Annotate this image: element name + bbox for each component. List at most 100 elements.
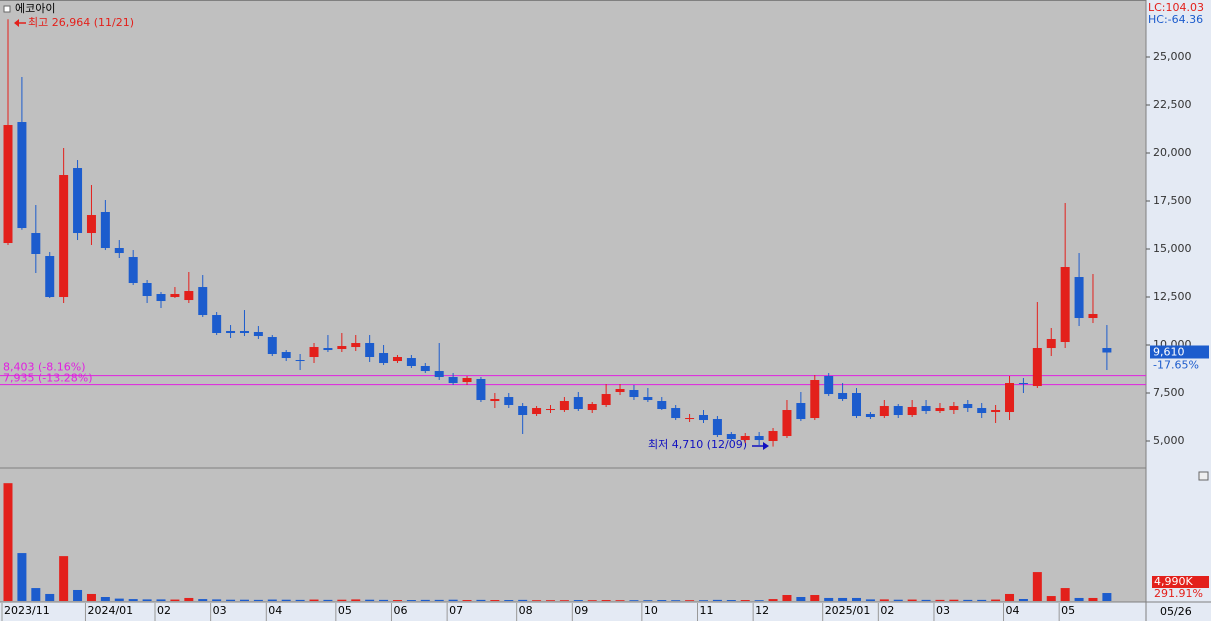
x-tick-label: 05 <box>338 604 352 617</box>
volume-bar <box>3 483 13 601</box>
candle-body <box>824 376 834 395</box>
candle-body <box>1032 348 1042 387</box>
candle-body <box>1046 339 1056 349</box>
panel-close[interactable] <box>1198 471 1209 481</box>
volume-bar <box>657 600 667 601</box>
volume-bar <box>643 600 653 601</box>
volume-bar <box>629 600 639 601</box>
y-tick-label: 5,000 <box>1153 434 1185 447</box>
volume-bar <box>31 588 41 601</box>
x-tick-label: 03 <box>936 604 950 617</box>
volume-bar <box>852 597 862 601</box>
volume-bar <box>991 599 1001 601</box>
high-label: 최고 26,964 (11/21) <box>28 16 134 29</box>
volume-bar <box>114 598 124 601</box>
last-price-label: 9,610 <box>1153 345 1185 358</box>
last-price-box <box>1150 345 1209 359</box>
volume-bar <box>810 595 820 601</box>
horizontal-line-label: 7,935 (-13.28%) <box>3 372 92 385</box>
volume-bar <box>212 599 222 601</box>
volume-bar <box>100 597 110 601</box>
x-tick-label: 02 <box>157 604 171 617</box>
candle-body <box>782 410 792 437</box>
y-tick-label: 15,000 <box>1153 242 1192 255</box>
candle-body <box>643 397 653 401</box>
volume-bar <box>184 597 194 601</box>
volume-bar <box>726 600 736 601</box>
volume-bar <box>1005 593 1015 601</box>
candle-body <box>86 215 96 234</box>
candle-body <box>295 360 305 362</box>
candle-body <box>365 343 375 358</box>
volume-bar <box>337 599 347 601</box>
volume-bar <box>45 593 55 601</box>
x-tick-label: 10 <box>644 604 658 617</box>
candle-body <box>253 332 263 337</box>
candle-body <box>114 248 124 254</box>
volume-bar <box>1088 597 1098 601</box>
volume-bar <box>295 599 305 601</box>
candle-body <box>587 404 597 411</box>
volume-bar <box>156 599 166 601</box>
candle-body <box>532 408 542 415</box>
candle-body <box>323 348 333 351</box>
x-tick-label: 03 <box>213 604 227 617</box>
volume-bar <box>685 600 695 601</box>
x-tick-label: 05 <box>1061 604 1075 617</box>
candle-body <box>893 406 903 416</box>
last-volume-box <box>1152 576 1209 588</box>
x-tick-label: 11 <box>700 604 714 617</box>
volume-bar <box>615 600 625 601</box>
candle-body <box>198 287 208 316</box>
volume-bar <box>490 600 500 601</box>
volume-bar <box>267 599 277 601</box>
x-tick-label: 2023/11 <box>4 604 50 617</box>
candle-body <box>504 397 514 406</box>
candle-body <box>852 393 862 417</box>
volume-bar <box>532 600 542 601</box>
volume-bar <box>86 593 96 601</box>
volume-bar <box>434 599 444 601</box>
volume-bar <box>838 597 848 601</box>
candle-body <box>142 283 152 297</box>
candle-body <box>907 407 917 416</box>
volume-bar <box>142 599 152 601</box>
candle-body <box>838 393 848 400</box>
volume-bar <box>768 599 778 601</box>
volume-bar <box>406 600 416 601</box>
candle-body <box>796 403 806 420</box>
y-tick-label: 7,500 <box>1153 386 1185 399</box>
y-tick-label: 20,000 <box>1153 146 1192 159</box>
volume-bar <box>559 600 569 601</box>
candle-body <box>518 406 528 416</box>
candle-body <box>392 357 402 362</box>
candle-body <box>212 315 222 334</box>
volume-bar <box>824 597 834 601</box>
y-tick-label: 22,500 <box>1153 98 1192 111</box>
volume-bar <box>545 600 555 601</box>
candle-body <box>128 257 138 284</box>
y-tick-label: 12,500 <box>1153 290 1192 303</box>
candle-body <box>977 408 987 414</box>
candle-body <box>671 408 681 419</box>
volume-bar <box>587 600 597 601</box>
volume-bar <box>601 600 611 601</box>
candle-body <box>170 294 180 298</box>
x-tick-label: 04 <box>1006 604 1020 617</box>
lc-label: LC:104.03 <box>1148 1 1204 14</box>
volume-bar <box>865 599 875 601</box>
volume-bar <box>1046 596 1056 601</box>
candle-body <box>226 331 236 334</box>
volume-bar <box>935 599 945 601</box>
candle-body <box>559 401 569 411</box>
candle-body <box>45 256 55 298</box>
volume-bar <box>128 599 138 601</box>
x-tick-label: 06 <box>393 604 407 617</box>
volume-bar <box>671 600 681 601</box>
volume-bar <box>281 599 291 601</box>
candle-body <box>239 331 249 334</box>
volume-bar <box>73 589 83 601</box>
candle-body <box>685 418 695 420</box>
volume-bar <box>796 597 806 601</box>
